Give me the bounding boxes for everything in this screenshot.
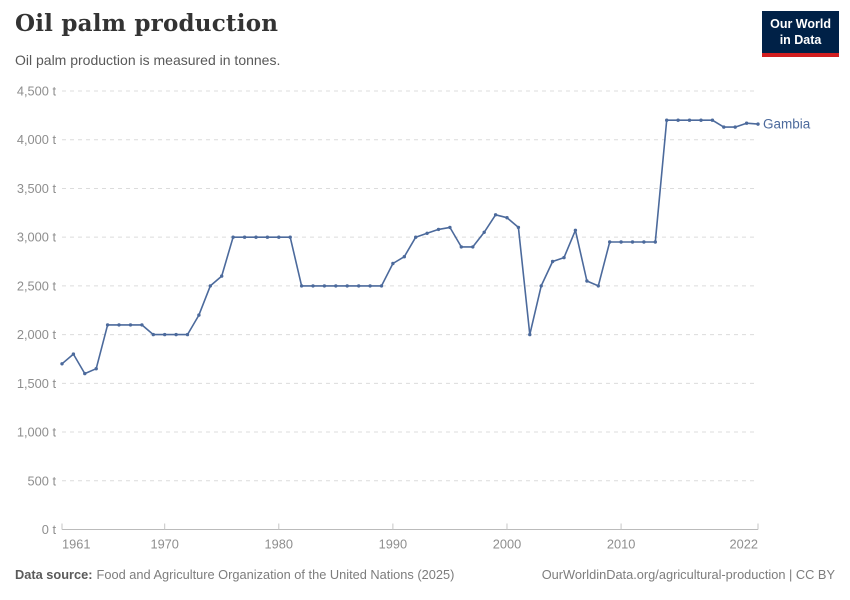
data-point bbox=[687, 118, 692, 122]
data-point bbox=[562, 255, 566, 260]
data-point bbox=[254, 235, 258, 239]
data-point bbox=[208, 284, 212, 288]
x-tick-label: 1961 bbox=[62, 537, 90, 552]
y-tick-label: 4,000 t bbox=[17, 132, 57, 147]
data-point bbox=[334, 284, 338, 288]
y-tick-label: 3,000 t bbox=[17, 230, 57, 245]
data-point bbox=[220, 274, 224, 278]
data-point bbox=[414, 235, 418, 239]
data-point bbox=[471, 245, 475, 249]
data-point bbox=[642, 240, 646, 244]
series-end-label[interactable]: Gambia bbox=[763, 117, 811, 132]
data-point bbox=[630, 240, 635, 244]
data-point bbox=[299, 284, 304, 288]
chart-area: 0 t 500 t 1,000 t 1,500 t 2,000 t 2,500 t 3,00… bbox=[0, 70, 850, 565]
series-line[interactable] bbox=[61, 119, 759, 375]
data-point bbox=[322, 284, 327, 288]
data-point bbox=[676, 118, 680, 122]
y-tick-label: 2,500 t bbox=[17, 278, 57, 293]
x-tick-label: 2010 bbox=[607, 537, 635, 552]
data-point bbox=[83, 371, 87, 376]
data-point bbox=[448, 225, 452, 230]
data-point bbox=[619, 240, 623, 244]
data-point bbox=[528, 332, 532, 337]
page-subtitle: Oil palm production is measured in tonne… bbox=[15, 52, 281, 68]
x-tick-label: 2022 bbox=[730, 537, 758, 552]
data-point bbox=[311, 284, 315, 288]
data-point bbox=[128, 323, 133, 327]
data-point bbox=[391, 261, 395, 266]
data-point bbox=[265, 235, 270, 239]
data-point bbox=[357, 284, 361, 288]
data-point bbox=[94, 367, 98, 371]
data-point bbox=[539, 284, 543, 288]
data-point bbox=[151, 332, 155, 337]
data-point bbox=[550, 259, 555, 264]
data-point bbox=[710, 118, 715, 122]
data-point bbox=[117, 323, 121, 327]
data-point bbox=[459, 245, 463, 249]
data-point bbox=[288, 235, 292, 239]
data-point bbox=[402, 255, 406, 259]
data-point bbox=[493, 213, 498, 217]
y-tick-label: 0 t bbox=[42, 522, 57, 537]
data-point bbox=[197, 313, 201, 317]
data-point bbox=[699, 118, 703, 122]
page-title: Oil palm production bbox=[15, 10, 279, 37]
y-tick-label: 2,000 t bbox=[17, 327, 57, 342]
data-point bbox=[425, 231, 429, 235]
data-point bbox=[60, 362, 64, 366]
data-point bbox=[436, 227, 441, 232]
x-tick-label: 2000 bbox=[493, 537, 521, 552]
y-tick-label: 4,500 t bbox=[17, 84, 57, 99]
footer-link[interactable]: OurWorldinData.org/agricultural-producti… bbox=[541, 567, 835, 582]
chart-footer: Data source: Food and Agriculture Organiz… bbox=[15, 567, 835, 582]
owid-logo-line1: Our World bbox=[770, 17, 831, 31]
x-tick-label: 1990 bbox=[379, 537, 407, 552]
data-point bbox=[345, 284, 349, 288]
data-point bbox=[653, 240, 657, 244]
y-tick-label: 1,500 t bbox=[17, 376, 57, 391]
data-point bbox=[140, 323, 144, 327]
x-tick-label: 1980 bbox=[265, 537, 293, 552]
data-point bbox=[71, 352, 76, 356]
data-point bbox=[505, 216, 509, 220]
data-point bbox=[231, 235, 235, 239]
data-point bbox=[665, 118, 669, 122]
data-point bbox=[722, 125, 726, 129]
data-source-label: Data source: bbox=[15, 567, 93, 582]
data-point bbox=[174, 332, 178, 337]
data-point bbox=[368, 284, 372, 288]
y-tick-label: 3,500 t bbox=[17, 181, 57, 196]
owid-logo-line2: in Data bbox=[779, 33, 822, 48]
data-point bbox=[105, 323, 110, 327]
chart-canvas[interactable]: 0 t 500 t 1,000 t 1,500 t 2,000 t 2,500 t 3,00… bbox=[0, 70, 850, 560]
data-point bbox=[482, 230, 486, 234]
data-point bbox=[516, 225, 521, 230]
data-point bbox=[242, 235, 247, 239]
data-point bbox=[608, 240, 612, 244]
data-point bbox=[185, 332, 190, 337]
data-point bbox=[596, 284, 600, 288]
y-tick-label: 500 t bbox=[28, 473, 57, 488]
data-point bbox=[573, 228, 578, 232]
x-tick-label: 1970 bbox=[150, 537, 178, 552]
data-point bbox=[585, 279, 589, 283]
owid-logo[interactable]: Our World in Data bbox=[762, 11, 839, 57]
data-point bbox=[379, 284, 384, 288]
y-tick-label: 1,000 t bbox=[17, 425, 57, 440]
data-point bbox=[756, 122, 760, 126]
data-point bbox=[277, 235, 281, 239]
data-point bbox=[163, 332, 167, 337]
data-source: Data source: Food and Agriculture Organiz… bbox=[15, 567, 454, 582]
data-point bbox=[744, 121, 749, 125]
data-source-text: Food and Agriculture Organization of the… bbox=[96, 567, 455, 582]
data-point bbox=[733, 125, 737, 129]
